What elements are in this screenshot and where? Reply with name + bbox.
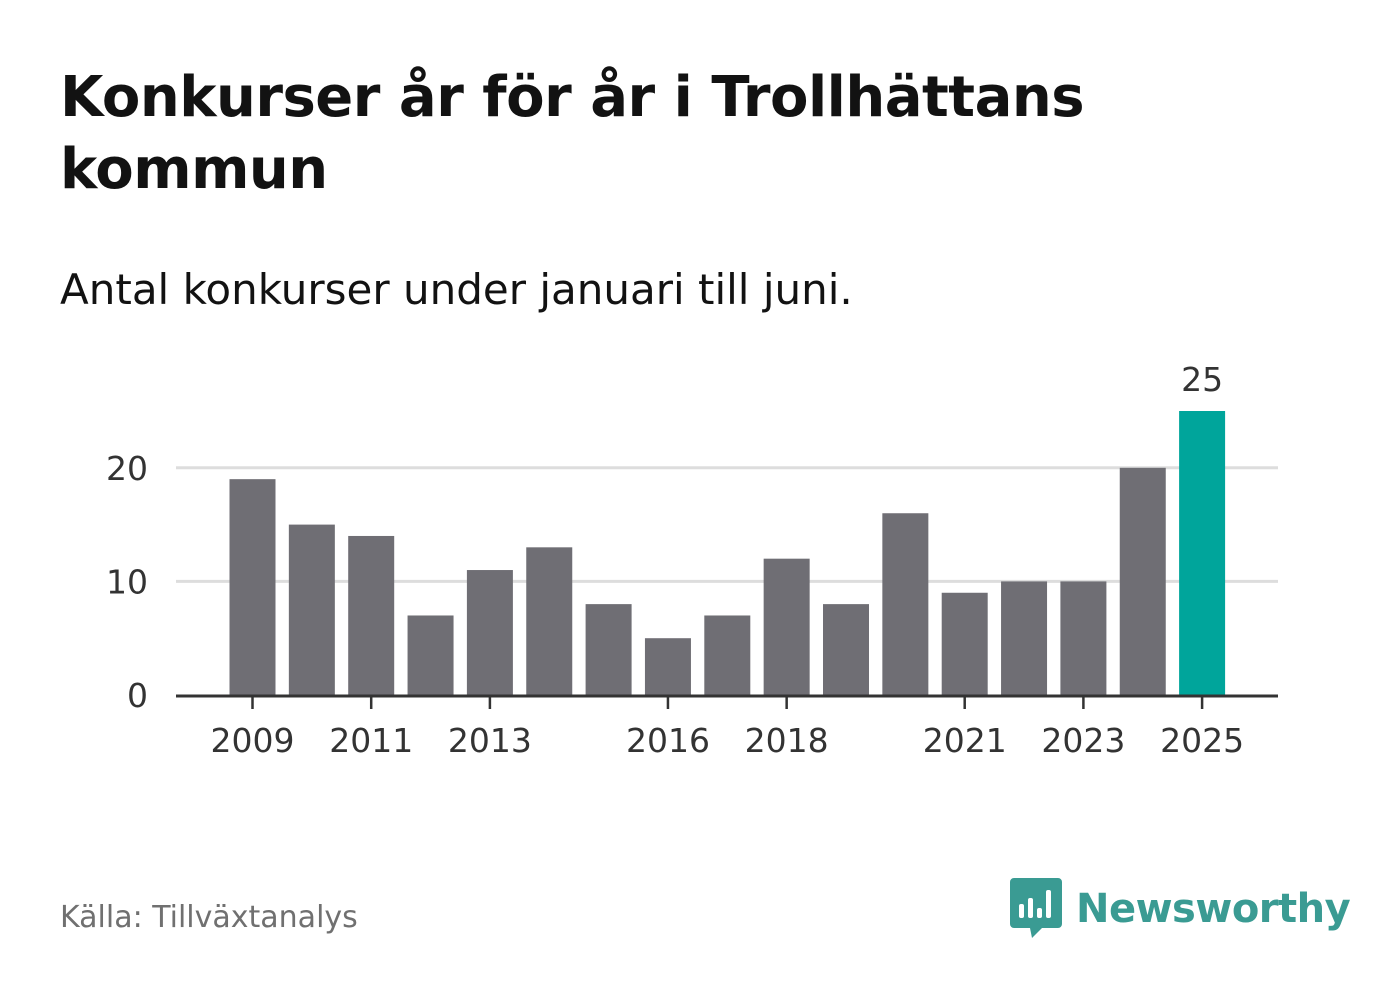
x-tick-label: 2021 (923, 721, 1007, 760)
x-tick-label: 2009 (211, 721, 295, 760)
bar-2015 (585, 604, 632, 695)
bars (229, 411, 1226, 695)
bar-2019 (823, 604, 869, 695)
bar-2013 (466, 570, 513, 695)
x-tick-label: 2013 (448, 721, 532, 760)
x-tick-label: 2016 (626, 721, 710, 760)
brand-name: Newsworthy (1076, 886, 1351, 932)
bar-2018 (763, 558, 810, 695)
x-tick-label: 2025 (1160, 721, 1244, 760)
bar-2025 (1179, 411, 1226, 695)
bar-2021 (941, 592, 988, 695)
bar-2010 (288, 524, 335, 695)
x-tick-label: 2011 (329, 721, 413, 760)
y-tick-label: 20 (106, 449, 148, 488)
source-note: Källa: Tillväxtanalys (60, 900, 358, 935)
bar-2022 (1001, 581, 1048, 695)
bar-2023 (1060, 581, 1107, 695)
bar-2012 (407, 615, 454, 695)
bar-chart: 0 10 20 25 2009 2011 2013 2016 2018 2021 2023 202… (106, 360, 1278, 760)
x-tick-label: 2023 (1041, 721, 1125, 760)
data-label-2025: 25 (1181, 360, 1223, 399)
bar-2009 (229, 479, 276, 695)
bar-2011 (348, 535, 395, 695)
newsworthy-logo-icon (1010, 878, 1062, 938)
chart-subtitle: Antal konkurser under januari till juni. (60, 265, 853, 314)
bar-2016 (644, 638, 691, 695)
gridlines (176, 466, 1278, 583)
x-axis: 2009 2011 2013 2016 2018 2021 2023 2025 (176, 694, 1278, 760)
bar-2024 (1119, 467, 1166, 695)
brand: Newsworthy (1010, 878, 1351, 940)
y-tick-label: 0 (127, 676, 148, 715)
bar-2020 (882, 513, 929, 695)
bar-2014 (526, 547, 573, 695)
chart-title: Konkurser år för år i Trollhättans kommu… (60, 65, 1085, 202)
bar-2017 (704, 615, 751, 695)
x-tick-label: 2018 (745, 721, 829, 760)
y-axis-labels: 0 10 20 (106, 449, 148, 715)
y-tick-label: 10 (106, 562, 148, 601)
data-labels: 25 (1181, 360, 1223, 399)
